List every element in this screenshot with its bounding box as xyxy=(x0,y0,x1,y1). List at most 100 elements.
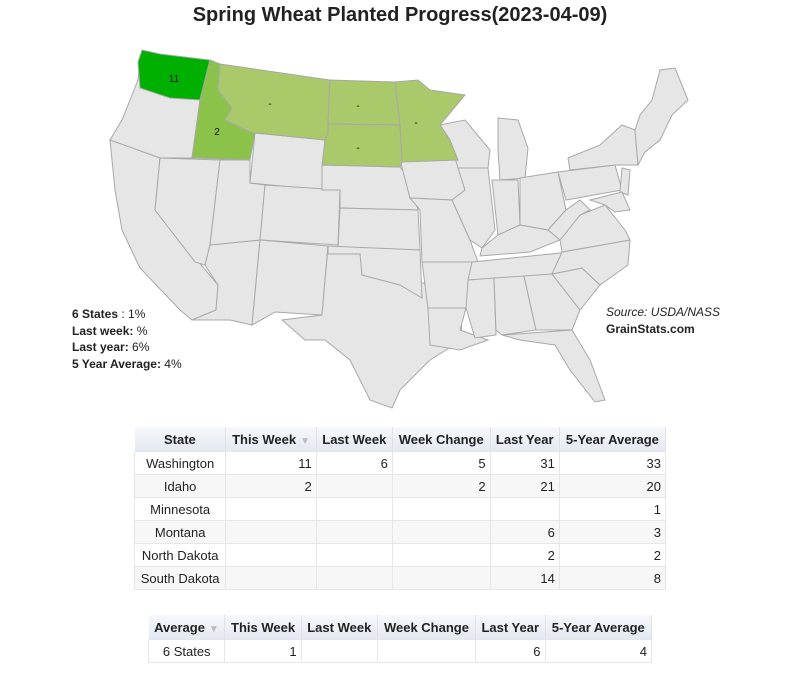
col-state[interactable]: State xyxy=(134,427,227,452)
state-florida[interactable] xyxy=(501,329,606,403)
state-west-virginia[interactable] xyxy=(547,199,591,241)
col-week-change[interactable]: Week Change xyxy=(392,427,491,452)
state-minnesota[interactable] xyxy=(394,79,466,163)
col-5yr-avg-label: 5-Year Average xyxy=(565,431,659,447)
cell-state: Montana xyxy=(133,520,227,544)
col-average[interactable]: Average ▼ xyxy=(148,615,226,640)
state-washington[interactable] xyxy=(137,49,211,101)
cell-5yr-avg: 8 xyxy=(558,566,667,590)
cell-last-year: 14 xyxy=(489,566,560,590)
state-new-mexico[interactable] xyxy=(251,239,329,326)
state-colorado[interactable] xyxy=(259,184,341,246)
col-this-week[interactable]: This Week ▼ xyxy=(225,427,317,452)
summary-last-year-label: Last year: xyxy=(72,340,129,354)
table-row: North Dakota 2 2 xyxy=(133,543,667,567)
summary-states: 6 States : 1% xyxy=(72,306,182,323)
cell-last-year xyxy=(489,497,560,521)
avg-table-header-row: Average ▼ This Week Last Week Week Change… xyxy=(148,615,652,640)
state-georgia[interactable] xyxy=(523,273,581,331)
cell-this-week xyxy=(225,497,317,521)
cell-5yr-avg: 33 xyxy=(558,451,667,475)
map-label-south-dakota: - xyxy=(356,143,359,154)
state-north-dakota[interactable] xyxy=(327,79,401,126)
cell-week-change xyxy=(391,520,491,544)
summary-states-label: 6 States xyxy=(72,307,119,321)
cell-5yr-avg: 4 xyxy=(544,639,652,663)
summary-5yr-avg: 5 Year Average: 4% xyxy=(72,356,182,373)
state-new-england[interactable] xyxy=(634,67,689,167)
summary-last-week-label: Last week: xyxy=(72,323,134,338)
cell-last-year: 6 xyxy=(475,639,546,663)
cell-last-week xyxy=(315,543,393,567)
state-maryland-delaware[interactable] xyxy=(588,191,631,213)
cell-last-week: 6 xyxy=(315,451,393,475)
cell-state: Idaho xyxy=(133,474,227,498)
cell-week-change xyxy=(391,497,491,521)
col-5yr-avg[interactable]: 5-Year Average xyxy=(559,427,667,452)
cell-last-week xyxy=(300,639,378,663)
cell-last-year: 6 xyxy=(489,520,560,544)
summary-avg-label: 5 Year Average: xyxy=(72,356,161,371)
col-week-change[interactable]: Week Change xyxy=(377,615,477,640)
col-last-week[interactable]: Last Week xyxy=(301,615,378,640)
table-row: 6 States 1 6 4 xyxy=(147,639,652,663)
state-mississippi[interactable] xyxy=(465,277,497,339)
col-week-change-label: Week Change xyxy=(398,431,484,447)
state-kansas[interactable] xyxy=(337,207,421,251)
col-last-week[interactable]: Last Week xyxy=(316,427,393,452)
state-iowa[interactable] xyxy=(399,159,466,201)
cell-this-week xyxy=(225,543,317,567)
cell-last-week xyxy=(315,497,393,521)
summary-last-week: Last week: % xyxy=(72,323,182,340)
col-average-label: Average xyxy=(154,619,205,635)
table-row: Washington 11 6 5 31 33 xyxy=(133,451,667,475)
cell-last-year: 31 xyxy=(489,451,560,475)
map-label-montana: - xyxy=(268,99,271,110)
col-this-week[interactable]: This Week xyxy=(224,615,302,640)
map-label-washington: 11 xyxy=(169,74,180,85)
source-text: Source: USDA/NASS xyxy=(606,305,721,319)
cell-last-week xyxy=(315,566,393,590)
cell-this-week: 11 xyxy=(225,451,317,475)
cell-this-week: 2 xyxy=(225,474,317,498)
state-new-jersey[interactable] xyxy=(619,167,631,196)
cell-5yr-avg: 1 xyxy=(558,497,667,521)
col-last-year-label: Last Year xyxy=(481,619,540,635)
map-label-minnesota: - xyxy=(414,118,417,129)
col-week-change-label: Week Change xyxy=(383,619,469,635)
page-title: Spring Wheat Planted Progress(2023-04-09… xyxy=(192,4,608,26)
state-arkansas[interactable] xyxy=(421,261,473,309)
col-5yr-avg[interactable]: 5-Year Average xyxy=(545,615,652,640)
cell-state: Minnesota xyxy=(133,497,227,521)
state-south-dakota[interactable] xyxy=(321,123,403,168)
col-this-week-label: This Week xyxy=(231,619,296,635)
map-labels: 11 2 - - - - xyxy=(169,74,418,154)
col-this-week-label: This Week xyxy=(232,431,297,447)
cell-last-year: 21 xyxy=(489,474,560,498)
cell-week-change xyxy=(391,566,491,590)
state-table-header-row: State This Week ▼ Last Week Week Change L… xyxy=(134,427,667,452)
state-oklahoma[interactable] xyxy=(327,245,423,299)
table-row: Idaho 2 2 21 20 xyxy=(133,474,667,498)
col-last-week-label: Last Week xyxy=(322,431,387,447)
sort-desc-icon[interactable]: ▼ xyxy=(300,435,311,447)
state-new-york[interactable] xyxy=(567,124,639,171)
cell-week-change xyxy=(376,639,477,663)
cell-this-week xyxy=(225,566,317,590)
source-site: GrainStats.com xyxy=(606,322,695,336)
col-last-year[interactable]: Last Year xyxy=(475,615,546,640)
table-row: South Dakota 14 8 xyxy=(133,566,667,590)
state-wyoming[interactable] xyxy=(249,132,326,191)
cell-week-change xyxy=(391,543,491,567)
map-label-north-dakota: - xyxy=(356,101,359,112)
state-alabama[interactable] xyxy=(493,275,537,336)
sort-desc-icon[interactable]: ▼ xyxy=(208,623,219,635)
us-map: 11 2 - - - - xyxy=(109,49,689,409)
summary-last-week-value: % xyxy=(133,323,148,338)
state-illinois[interactable] xyxy=(451,167,496,249)
col-last-year[interactable]: Last Year xyxy=(490,427,560,452)
state-michigan[interactable] xyxy=(497,117,529,181)
map-highlighted-states xyxy=(137,49,466,168)
source-panel: Source: USDA/NASS GrainStats.com xyxy=(606,304,720,338)
cell-state: North Dakota xyxy=(133,543,227,567)
